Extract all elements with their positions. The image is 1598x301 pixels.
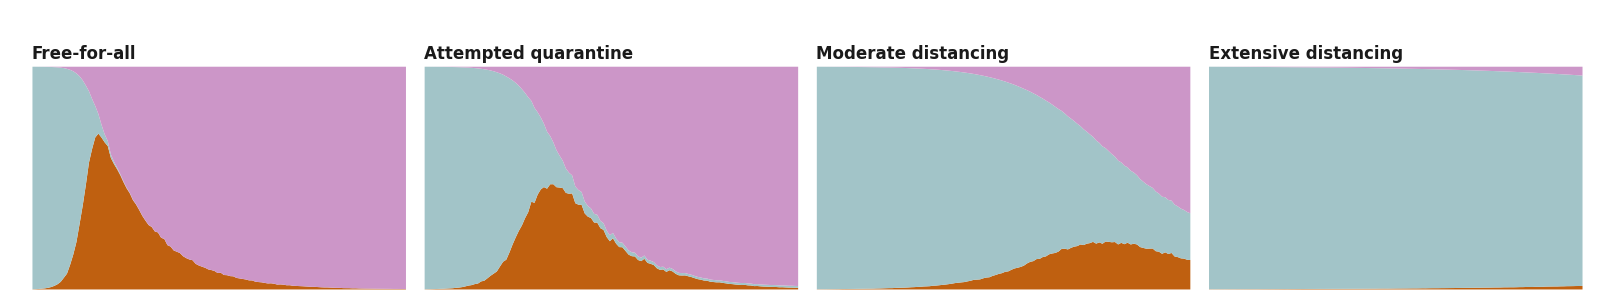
Text: Attempted quarantine: Attempted quarantine [423, 45, 633, 63]
Text: Moderate distancing: Moderate distancing [817, 45, 1010, 63]
Text: Free-for-all: Free-for-all [32, 45, 136, 63]
Text: Extensive distancing: Extensive distancing [1208, 45, 1403, 63]
